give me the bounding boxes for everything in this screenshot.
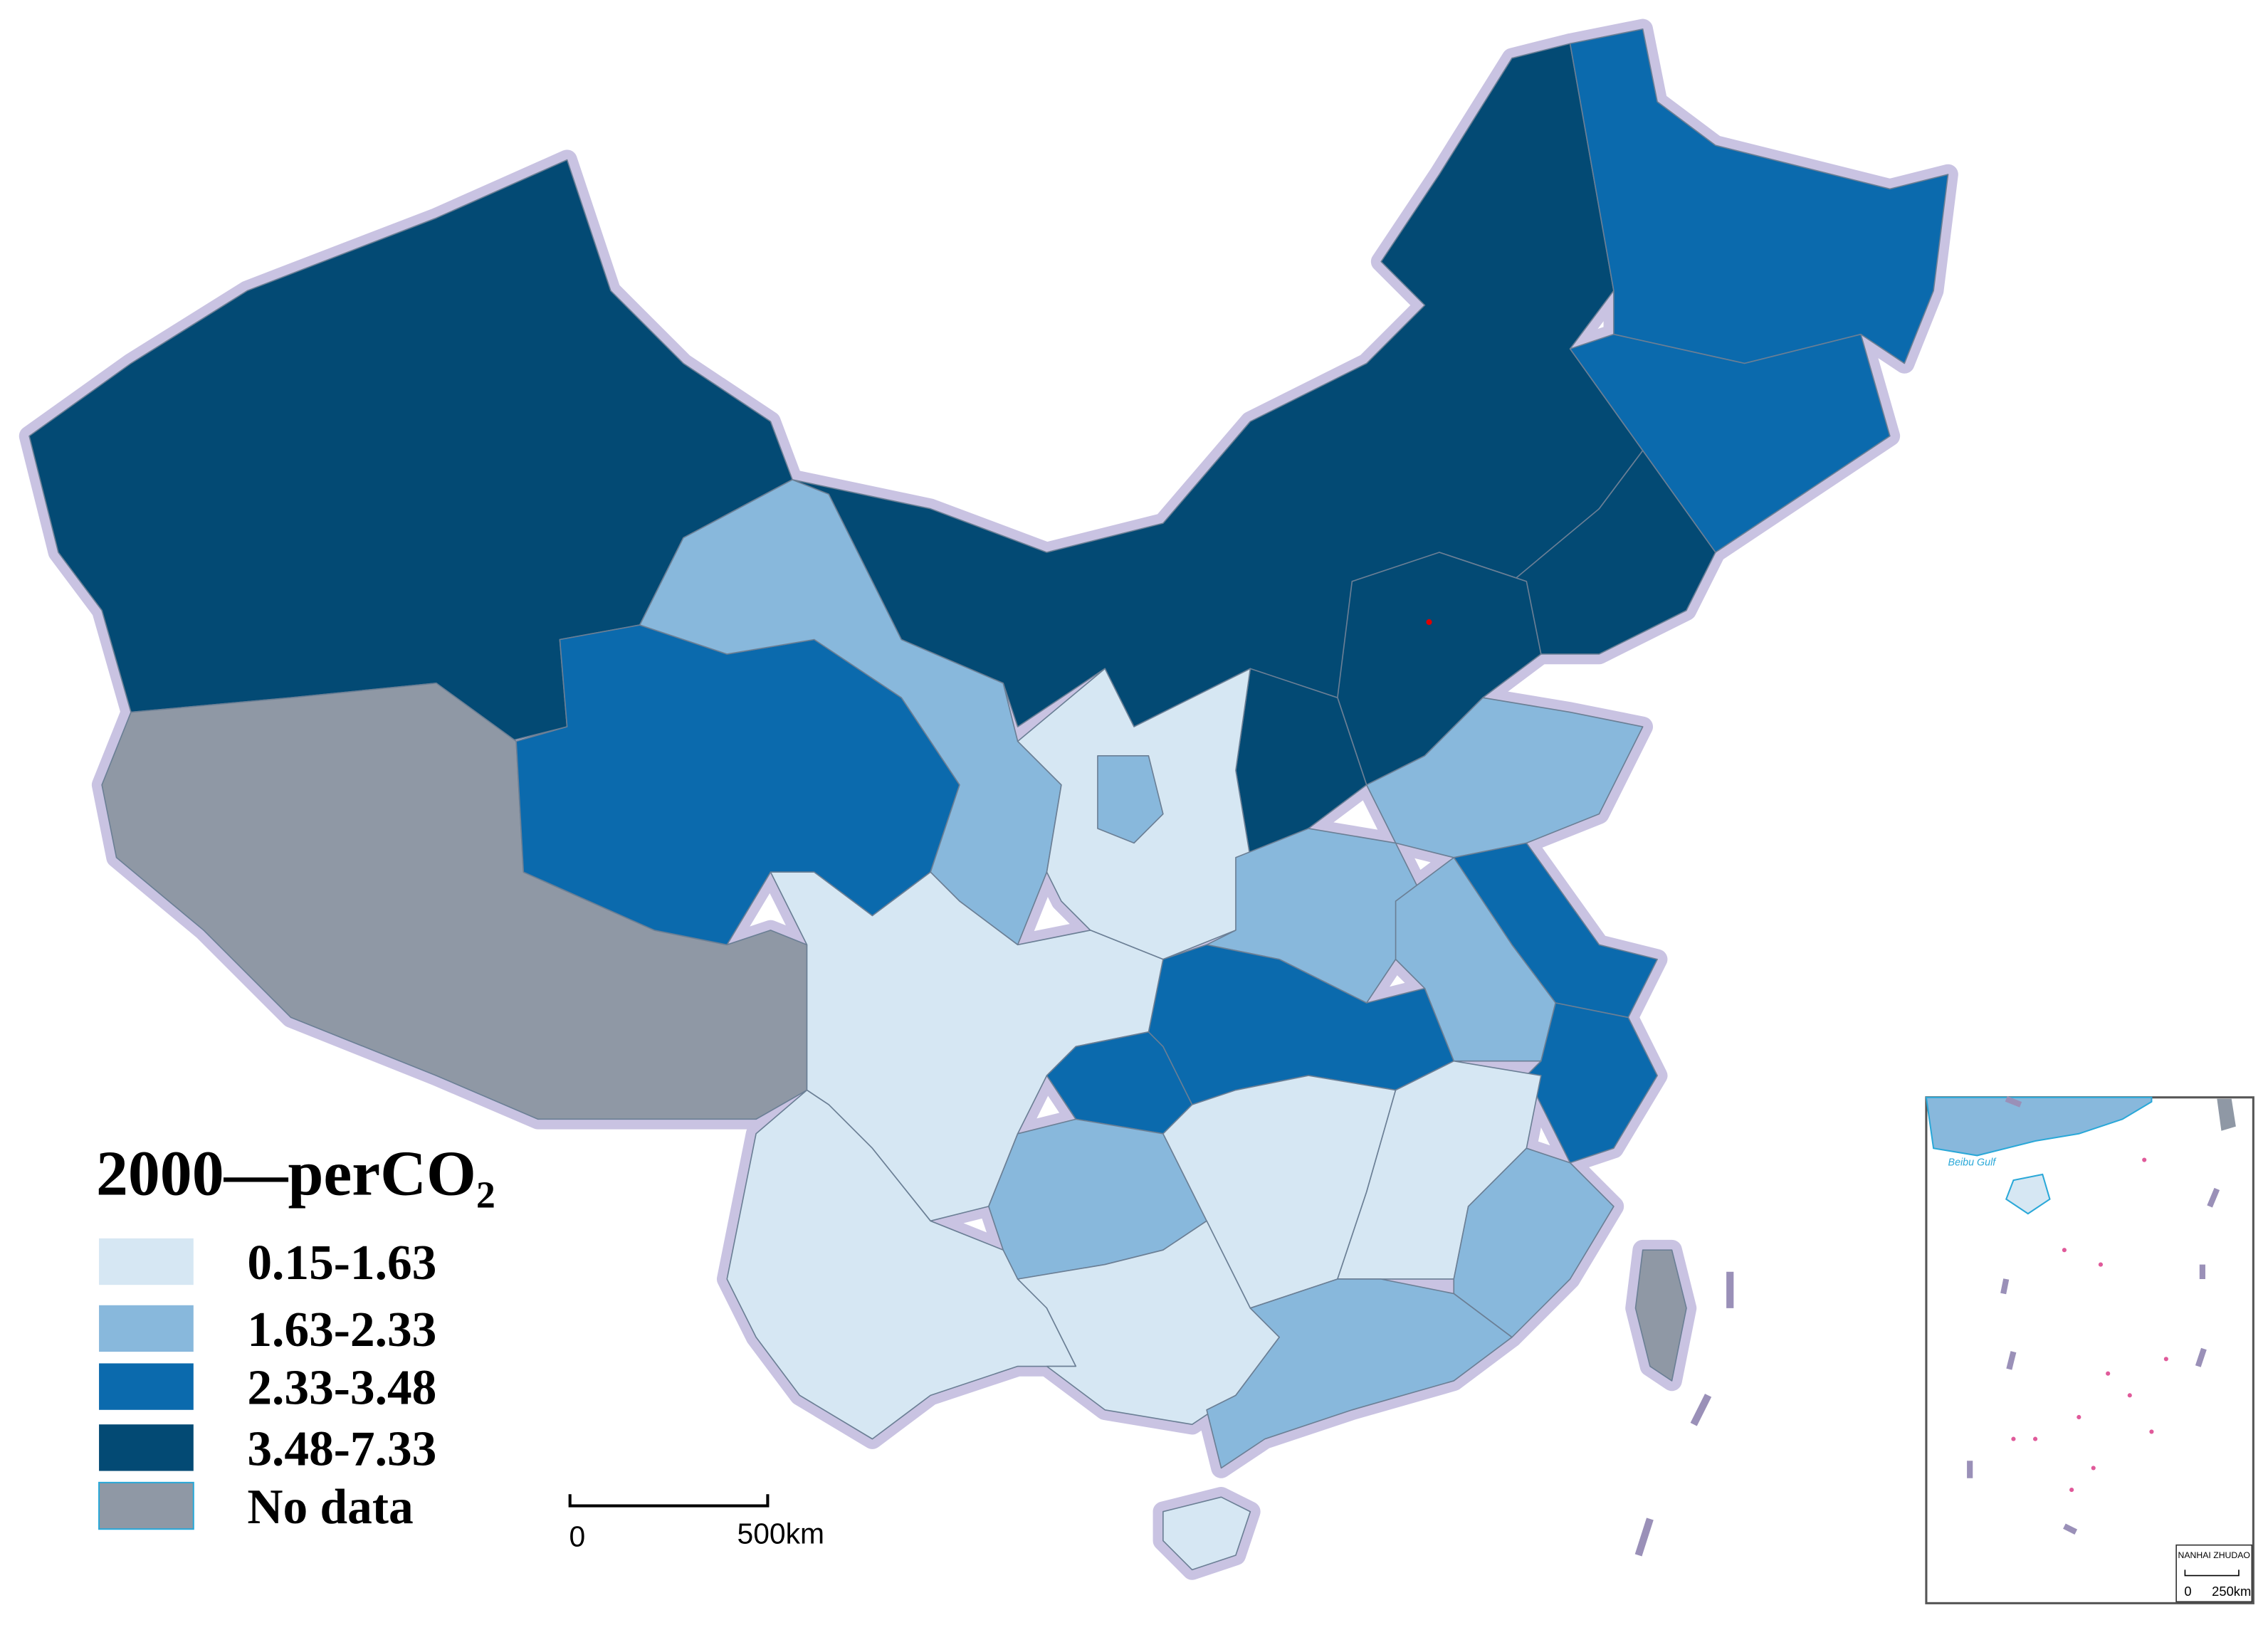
scale-label: 500km	[737, 1518, 825, 1550]
inset-coast	[1925, 1096, 2153, 1157]
capital-marker	[1426, 619, 1432, 626]
province	[1634, 1249, 1687, 1382]
legend-swatch	[99, 1238, 194, 1285]
province	[1569, 28, 1949, 364]
inset-scale-line	[2184, 1569, 2240, 1577]
legend-swatch	[99, 1305, 194, 1352]
provinces	[28, 28, 1949, 1571]
scale-label: 0	[569, 1520, 586, 1553]
inset-island	[2005, 1173, 2051, 1215]
legend-label: No data	[247, 1480, 413, 1535]
province	[726, 1089, 1077, 1440]
inset-dashes	[1967, 1095, 2220, 1535]
province	[1206, 1278, 1513, 1469]
province	[1097, 755, 1164, 844]
legend: 2000—perCO₂ 0.15-1.63 1.63-2.332.33-3.483…	[96, 1139, 495, 1535]
legend-label: 0.15-1.63	[247, 1236, 436, 1290]
province	[1206, 828, 1426, 1004]
inset-scale-label: 250km	[2212, 1584, 2251, 1599]
inset-title: NANHAI ZHUDAO	[2178, 1550, 2250, 1560]
inset-scale-label: 0	[2184, 1584, 2191, 1599]
province	[1365, 697, 1644, 858]
inset: Beibu Gulf NANHAI ZHUDAO 0 250km	[1925, 1095, 2254, 1604]
legend-label: 3.48-7.33	[247, 1421, 436, 1476]
scale-line	[568, 1494, 770, 1508]
legend-label: 1.63-2.33	[247, 1303, 436, 1357]
legend-label: 2.33-3.48	[247, 1361, 436, 1416]
legend-swatch	[99, 1363, 194, 1410]
legend-swatch	[99, 1424, 194, 1471]
inset-islets	[2011, 1157, 2168, 1493]
scale-bar: 0 500km	[568, 1494, 825, 1553]
inset-island	[2217, 1098, 2236, 1131]
sea-dashes	[1634, 1271, 1734, 1557]
gulf-label: Beibu Gulf	[1948, 1157, 1997, 1169]
province	[1511, 450, 1716, 655]
legend-title: 2000—perCO₂	[96, 1139, 495, 1209]
province	[1526, 1002, 1658, 1164]
legend-swatch	[98, 1481, 194, 1530]
province	[1162, 1496, 1251, 1571]
inset-frame	[1925, 1096, 2254, 1604]
